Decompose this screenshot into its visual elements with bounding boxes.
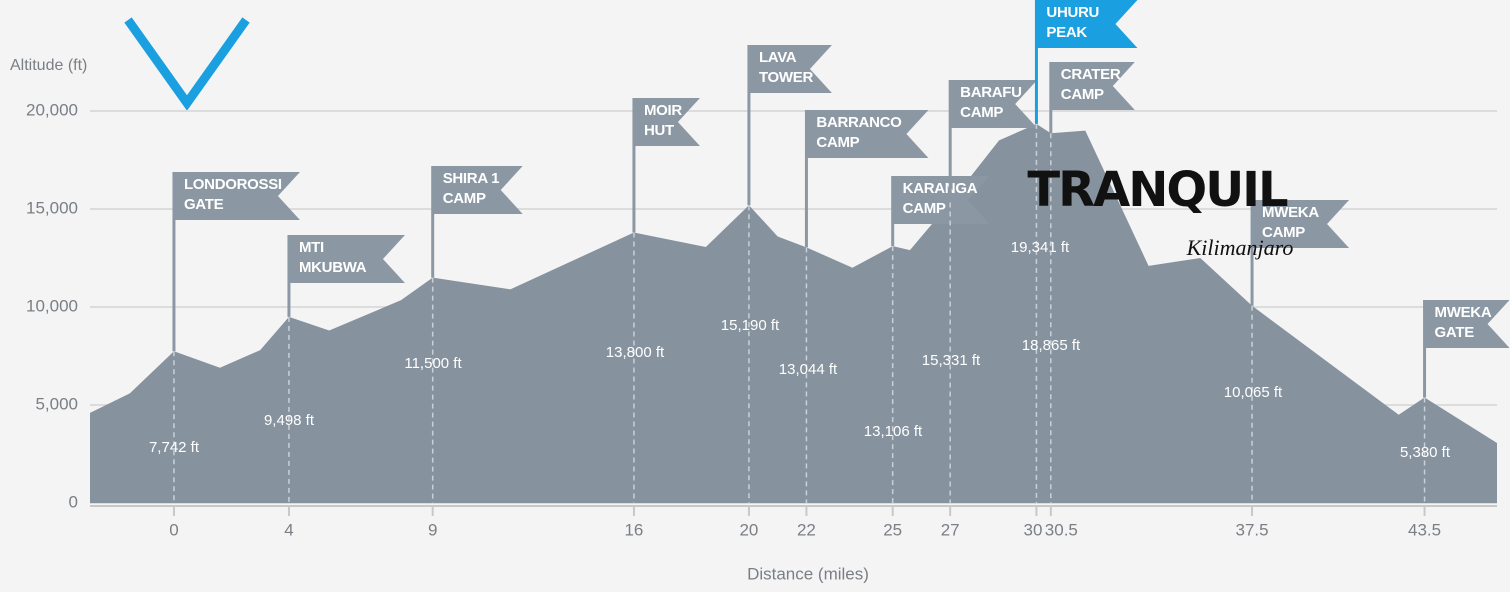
- altitude-label: 15,190 ft: [721, 317, 780, 334]
- flag-label: CAMP: [443, 190, 486, 207]
- altitude-label: 13,106 ft: [864, 423, 923, 440]
- flag-label: TOWER: [759, 69, 814, 86]
- altitude-label: 18,865 ft: [1022, 337, 1081, 354]
- flag-label: GATE: [1435, 324, 1475, 341]
- x-tick-label: 20: [739, 520, 758, 539]
- flag-label: MWEKA: [1435, 304, 1492, 321]
- x-tick-label: 27: [941, 520, 960, 539]
- x-tick-label: 30: [1024, 520, 1043, 539]
- flag-label: LAVA: [759, 49, 797, 66]
- x-axis-label: Distance (miles): [747, 564, 869, 583]
- y-tick-label: 0: [69, 492, 78, 511]
- y-tick-label: 20,000: [26, 100, 78, 119]
- x-tick-label: 16: [624, 520, 643, 539]
- flag-label: SHIRA 1: [443, 170, 500, 187]
- flag-label: CAMP: [816, 134, 859, 151]
- flag-label: CAMP: [960, 104, 1003, 121]
- flag-label: CAMP: [903, 200, 946, 217]
- x-tick-label: 30.5: [1045, 520, 1078, 539]
- y-axis-label: Altitude (ft): [10, 57, 87, 74]
- flag-label: CAMP: [1061, 86, 1104, 103]
- flag-label: HUT: [644, 122, 674, 139]
- logo-subtext: Kilimanjaro: [1186, 235, 1294, 260]
- x-tick-label: 0: [169, 520, 178, 539]
- flag-label: LONDOROSSI: [184, 176, 282, 193]
- altitude-label: 9,498 ft: [264, 412, 315, 429]
- altitude-label: 10,065 ft: [1224, 384, 1283, 401]
- flag-label: BARAFU: [960, 84, 1022, 101]
- altitude-label: 13,044 ft: [779, 361, 838, 378]
- x-tick-label: 25: [883, 520, 902, 539]
- decoration: [128, 20, 246, 103]
- flag-label: UHURU: [1046, 4, 1099, 21]
- altitude-label: 15,331 ft: [922, 352, 981, 369]
- y-tick-label: 10,000: [26, 296, 78, 315]
- altitude-label: 7,742 ft: [149, 439, 200, 456]
- flag-label: MKUBWA: [299, 259, 367, 276]
- altitude-label: 5,380 ft: [1400, 444, 1451, 461]
- flag-label: KARANGA: [903, 180, 978, 197]
- flag-label: MTI: [299, 239, 324, 256]
- altitude-label: 11,500 ft: [404, 355, 462, 372]
- flag-label: CRATER: [1061, 66, 1121, 83]
- x-tick-label: 37.5: [1236, 520, 1269, 539]
- flag-label: MOIR: [644, 102, 682, 119]
- flag-label: GATE: [184, 196, 224, 213]
- altitude-label: 19,341 ft: [1011, 239, 1070, 256]
- y-tick-label: 5,000: [35, 394, 78, 413]
- x-tick-label: 43.5: [1408, 520, 1441, 539]
- chart: Altitude (ft) Distance (miles) 0 5,000 10,…: [0, 0, 1510, 592]
- logo: TRANQUIL: [1027, 162, 1288, 218]
- flag-label: PEAK: [1046, 24, 1087, 41]
- flag-label: BARRANCO: [816, 114, 902, 131]
- x-tick-label: 22: [797, 520, 816, 539]
- x-tick-label: 4: [284, 520, 293, 539]
- altitude-label: 13,800 ft: [606, 344, 665, 361]
- y-tick-label: 15,000: [26, 198, 78, 217]
- x-tick-label: 9: [428, 520, 437, 539]
